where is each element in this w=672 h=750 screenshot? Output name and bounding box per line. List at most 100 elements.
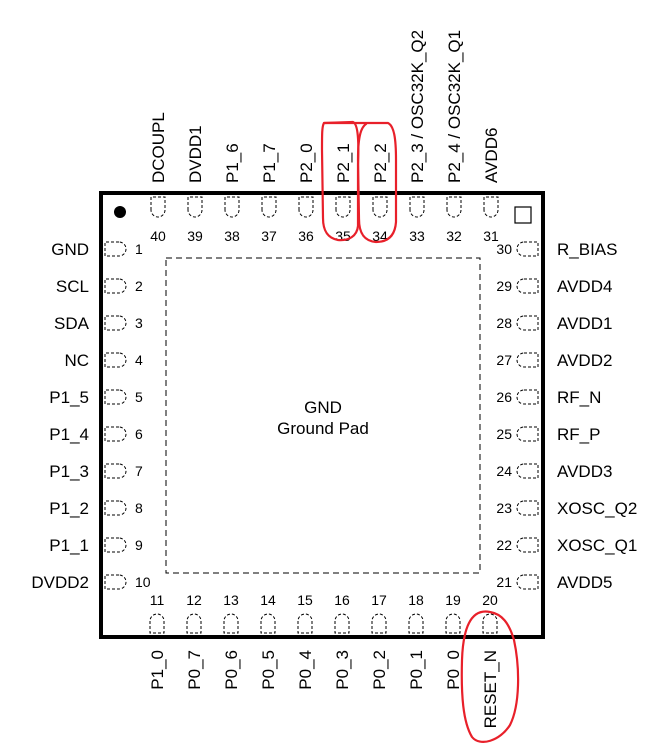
pin-pad-9 xyxy=(104,537,127,553)
pin-label-rf-p: RF_P xyxy=(557,425,600,444)
pin-pad-1 xyxy=(104,241,127,257)
pin-label-p0-7: P0_7 xyxy=(185,650,204,690)
pin-number-11: 11 xyxy=(150,592,165,608)
pin-pad-14 xyxy=(260,613,276,634)
pin-number-13: 13 xyxy=(223,592,239,608)
pin-number-26: 26 xyxy=(496,389,512,405)
pin-label-p0-0: P0_0 xyxy=(444,650,463,690)
pin-pad-13 xyxy=(223,613,239,634)
pin-pad-7 xyxy=(104,463,127,479)
pin-label-p1-4: P1_4 xyxy=(49,425,89,444)
pin-number-39: 39 xyxy=(187,228,203,244)
pin-label-avdd3: AVDD3 xyxy=(557,462,612,481)
pin-number-12: 12 xyxy=(186,592,202,608)
pin-label-p2-1: P2_1 xyxy=(334,143,353,183)
annotation-circle-reset-n xyxy=(460,610,520,743)
pin-label-reset-n: RESET_N xyxy=(481,650,500,728)
pin-number-9: 9 xyxy=(135,537,143,553)
pin-label-p2-4-osc32k-q1: P2_4 / OSC32K_Q1 xyxy=(445,30,464,183)
pin-number-10: 10 xyxy=(135,574,151,590)
pin-number-27: 27 xyxy=(496,352,512,368)
pin-pad-40 xyxy=(150,196,166,218)
pin-label-avdd6: AVDD6 xyxy=(482,128,501,183)
pin-pad-20 xyxy=(482,613,498,634)
pin-pad-10 xyxy=(104,574,127,590)
pin-pad-29 xyxy=(516,278,539,294)
pin-number-5: 5 xyxy=(135,389,143,405)
pin-pad-34 xyxy=(372,196,388,218)
pin-number-17: 17 xyxy=(371,592,387,608)
pin-number-29: 29 xyxy=(496,278,512,294)
pin-label-xosc-q2: XOSC_Q2 xyxy=(557,499,637,518)
pin-number-14: 14 xyxy=(260,592,276,608)
pin-pad-25 xyxy=(516,426,539,442)
pins-layer: 1 GND 2 SCL 3 SDA 4 NC 5 P1_5 6 P1_4 7 P1_3 8 P1_2 9 P1_1… xyxy=(31,30,637,729)
pin-label-rf-n: RF_N xyxy=(557,388,601,407)
pin-pad-31 xyxy=(483,196,499,218)
pin-number-24: 24 xyxy=(496,463,512,479)
pin-pad-33 xyxy=(409,196,425,218)
pin-label-p0-2: P0_2 xyxy=(370,650,389,690)
pin-pad-3 xyxy=(104,315,127,331)
pin-pad-2 xyxy=(104,278,127,294)
pin-pad-35 xyxy=(335,196,351,218)
pin-number-38: 38 xyxy=(224,228,240,244)
pin-label-dvdd1: DVDD1 xyxy=(186,125,205,183)
pin-label-dvdd2: DVDD2 xyxy=(31,573,89,592)
pin-pad-19 xyxy=(445,613,461,634)
pin-pad-4 xyxy=(104,352,127,368)
pin-number-19: 19 xyxy=(445,592,461,608)
pin-label-p1-2: P1_2 xyxy=(49,499,89,518)
pin-number-16: 16 xyxy=(334,592,350,608)
package-outline xyxy=(99,191,545,639)
pin-pad-26 xyxy=(516,389,539,405)
center-label-ground-pad: Ground Pad xyxy=(277,419,369,438)
pin-label-p1-5: P1_5 xyxy=(49,388,89,407)
pin-pad-17 xyxy=(371,613,387,634)
pin-label-p1-6: P1_6 xyxy=(223,143,242,183)
pin-label-xosc-q1: XOSC_Q1 xyxy=(557,536,637,555)
annotation-layer xyxy=(320,120,520,743)
pin-label-r-bias: R_BIAS xyxy=(557,240,617,259)
pin-number-7: 7 xyxy=(135,463,143,479)
pin-number-4: 4 xyxy=(135,352,143,368)
pin-pad-23 xyxy=(516,500,539,516)
pin-pad-30 xyxy=(516,241,539,257)
pin-pad-18 xyxy=(408,613,424,634)
ground-pad xyxy=(165,257,481,574)
pin-label-p2-0: P2_0 xyxy=(297,143,316,183)
pin-number-33: 33 xyxy=(409,228,425,244)
pin-number-18: 18 xyxy=(408,592,424,608)
pin-number-1: 1 xyxy=(135,241,143,257)
pin-number-15: 15 xyxy=(297,592,313,608)
pin-label-p2-2: P2_2 xyxy=(371,143,390,183)
pin-label-p1-1: P1_1 xyxy=(49,536,89,555)
pin-number-40: 40 xyxy=(150,228,166,244)
pin-label-avdd5: AVDD5 xyxy=(557,573,612,592)
annotation-circle-p2-2 xyxy=(322,121,398,244)
pin-pad-39 xyxy=(187,196,203,218)
pin-label-scl: SCL xyxy=(56,277,89,296)
pin-pad-16 xyxy=(334,613,350,634)
pin-pad-22 xyxy=(516,537,539,553)
pin-number-32: 32 xyxy=(446,228,462,244)
pin-pad-12 xyxy=(186,613,202,634)
pin-number-31: 31 xyxy=(483,228,499,244)
pin-pad-28 xyxy=(516,315,539,331)
pin-label-p2-3-osc32k-q2: P2_3 / OSC32K_Q2 xyxy=(408,30,427,183)
pin-label-gnd: GND xyxy=(51,240,89,259)
pin-pad-15 xyxy=(297,613,313,634)
pin1-dot-icon xyxy=(114,206,126,218)
pin-label-p1-0: P1_0 xyxy=(148,650,167,690)
pin-label-dcoupl: DCOUPL xyxy=(149,112,168,183)
pin-label-p1-3: P1_3 xyxy=(49,462,89,481)
pin-label-p1-7: P1_7 xyxy=(260,143,279,183)
pin-pad-32 xyxy=(446,196,462,218)
pin-number-2: 2 xyxy=(135,278,143,294)
pin-label-nc: NC xyxy=(64,351,89,370)
pin-label-p0-6: P0_6 xyxy=(222,650,241,690)
pin-pad-21 xyxy=(516,574,539,590)
pin-number-3: 3 xyxy=(135,315,143,331)
pin-pad-8 xyxy=(104,500,127,516)
